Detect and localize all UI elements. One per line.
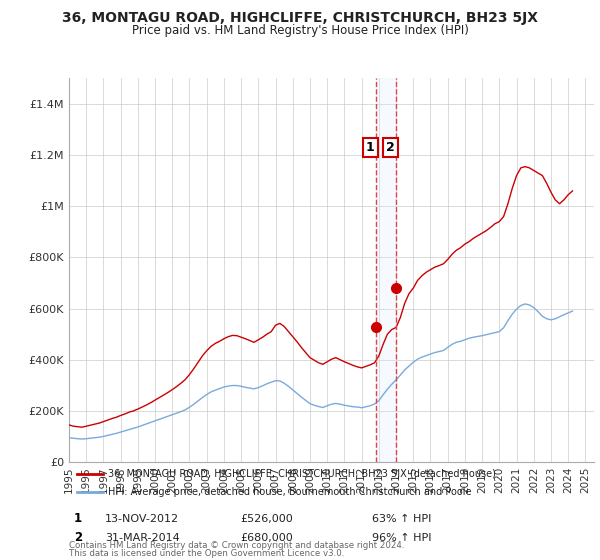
Text: 13-NOV-2012: 13-NOV-2012 (105, 514, 179, 524)
Text: £680,000: £680,000 (240, 533, 293, 543)
Text: £526,000: £526,000 (240, 514, 293, 524)
Text: 96% ↑ HPI: 96% ↑ HPI (372, 533, 431, 543)
Text: 2: 2 (74, 531, 82, 544)
Text: 36, MONTAGU ROAD, HIGHCLIFFE, CHRISTCHURCH, BH23 5JX: 36, MONTAGU ROAD, HIGHCLIFFE, CHRISTCHUR… (62, 11, 538, 25)
Text: 63% ↑ HPI: 63% ↑ HPI (372, 514, 431, 524)
Text: 2: 2 (386, 141, 394, 154)
Text: Price paid vs. HM Land Registry's House Price Index (HPI): Price paid vs. HM Land Registry's House … (131, 24, 469, 36)
Bar (376, 78, 396, 462)
Text: 31-MAR-2014: 31-MAR-2014 (105, 533, 180, 543)
Text: Contains HM Land Registry data © Crown copyright and database right 2024.: Contains HM Land Registry data © Crown c… (69, 541, 404, 550)
Text: 36, MONTAGU ROAD, HIGHCLIFFE, CHRISTCHURCH, BH23 5JX (detached house): 36, MONTAGU ROAD, HIGHCLIFFE, CHRISTCHUR… (109, 469, 496, 479)
Text: 1: 1 (74, 512, 82, 525)
Text: HPI: Average price, detached house, Bournemouth Christchurch and Poole: HPI: Average price, detached house, Bour… (109, 487, 472, 497)
Text: 1: 1 (366, 141, 374, 154)
Text: This data is licensed under the Open Government Licence v3.0.: This data is licensed under the Open Gov… (69, 549, 344, 558)
